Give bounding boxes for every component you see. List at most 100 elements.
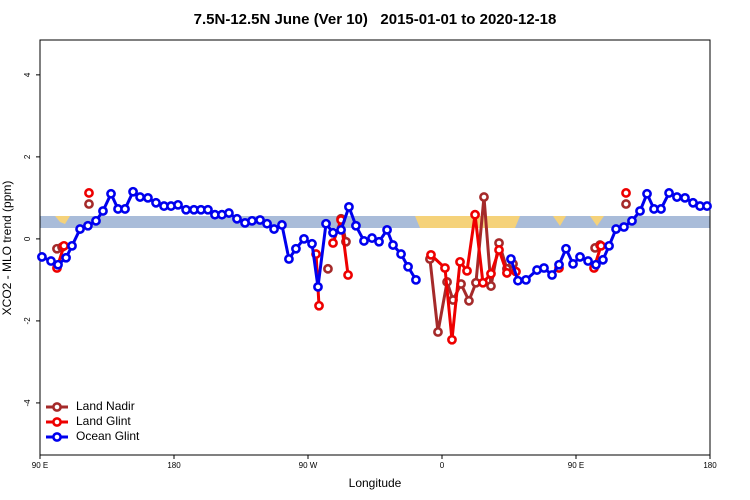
data-point xyxy=(547,270,557,280)
data-point xyxy=(502,268,512,278)
data-point xyxy=(388,240,398,250)
data-point xyxy=(84,199,94,209)
data-point xyxy=(269,224,279,234)
data-point xyxy=(328,227,338,238)
data-point xyxy=(494,245,504,255)
data-point xyxy=(307,238,317,249)
data-point xyxy=(382,224,392,235)
data-point xyxy=(596,240,606,251)
data-point xyxy=(447,334,457,345)
land-patch xyxy=(553,216,566,226)
data-point xyxy=(247,215,257,226)
data-point xyxy=(462,265,472,276)
x-tick-label: 90 E xyxy=(32,461,48,470)
y-tick-label: -2 xyxy=(23,317,32,325)
data-point xyxy=(568,259,578,269)
legend-marker xyxy=(52,432,62,442)
data-point xyxy=(486,268,496,279)
data-point xyxy=(486,281,496,291)
data-point xyxy=(554,259,564,270)
data-point xyxy=(91,215,101,226)
data-point xyxy=(37,252,47,262)
data-point xyxy=(598,254,608,265)
data-point xyxy=(539,263,549,273)
land-patch xyxy=(55,216,70,224)
data-point xyxy=(143,192,153,203)
data-point xyxy=(135,192,145,202)
plot-frame xyxy=(39,39,711,456)
data-point xyxy=(359,236,369,246)
legend-label: Land Nadir xyxy=(76,399,135,413)
data-point xyxy=(619,222,629,232)
data-point xyxy=(433,327,443,337)
land-patch xyxy=(415,216,520,228)
data-point xyxy=(120,204,130,214)
data-point xyxy=(255,215,265,225)
x-axis-label: Longitude xyxy=(349,476,402,490)
data-point xyxy=(513,275,523,286)
data-point xyxy=(642,188,652,199)
data-point xyxy=(627,215,637,226)
data-point xyxy=(203,204,213,215)
data-point xyxy=(173,199,183,210)
data-point xyxy=(367,233,377,243)
y-tick-label: 2 xyxy=(23,154,32,159)
chart-title: 7.5N-12.5N June (Ver 10) 2015-01-01 to 2… xyxy=(194,11,557,28)
data-point xyxy=(151,197,161,208)
y-tick-label: -4 xyxy=(23,399,32,407)
data-point xyxy=(291,243,301,254)
data-point xyxy=(61,252,71,263)
data-point xyxy=(336,224,346,235)
data-point xyxy=(262,218,272,229)
data-point xyxy=(426,249,436,260)
x-tick-label: 0 xyxy=(440,461,445,470)
data-point xyxy=(323,263,333,274)
legend-label: Ocean Glint xyxy=(76,429,140,443)
data-point xyxy=(680,192,690,203)
legend-label: Land Glint xyxy=(76,414,131,428)
data-point xyxy=(411,274,421,285)
data-point xyxy=(84,188,94,198)
land-patch xyxy=(590,216,604,226)
y-tick-label: 0 xyxy=(23,236,32,241)
data-point xyxy=(635,206,645,216)
data-point xyxy=(321,218,331,229)
data-point xyxy=(344,202,354,212)
data-point xyxy=(299,233,309,244)
data-point xyxy=(75,224,85,234)
data-point xyxy=(313,281,323,292)
y-axis-label: XCO2 - MLO trend (ppm) xyxy=(0,181,14,316)
data-point xyxy=(621,199,631,209)
data-point xyxy=(464,295,474,306)
data-point xyxy=(83,220,93,231)
data-point xyxy=(284,254,294,264)
data-point xyxy=(604,240,614,251)
data-point xyxy=(656,204,666,214)
data-point xyxy=(224,208,234,218)
y-tick-label: 4 xyxy=(23,72,32,77)
ocean-band xyxy=(40,216,710,228)
data-point xyxy=(53,259,63,270)
data-point xyxy=(98,206,108,216)
data-point xyxy=(106,188,116,199)
data-point xyxy=(181,204,191,215)
data-point xyxy=(561,243,571,254)
data-point xyxy=(440,263,450,273)
data-point xyxy=(396,249,406,259)
x-tick-label: 90 W xyxy=(299,461,318,470)
data-point xyxy=(664,188,674,198)
legend-marker xyxy=(52,417,62,427)
data-point xyxy=(583,256,593,266)
data-point xyxy=(611,224,621,234)
data-point xyxy=(277,220,287,230)
x-tick-label: 180 xyxy=(167,461,181,470)
data-point xyxy=(521,274,531,285)
data-point xyxy=(621,188,631,198)
data-point xyxy=(232,213,242,224)
data-point xyxy=(46,256,56,266)
data-point xyxy=(59,240,69,251)
data-point xyxy=(67,240,77,251)
data-point xyxy=(470,209,480,220)
data-point xyxy=(403,261,413,272)
